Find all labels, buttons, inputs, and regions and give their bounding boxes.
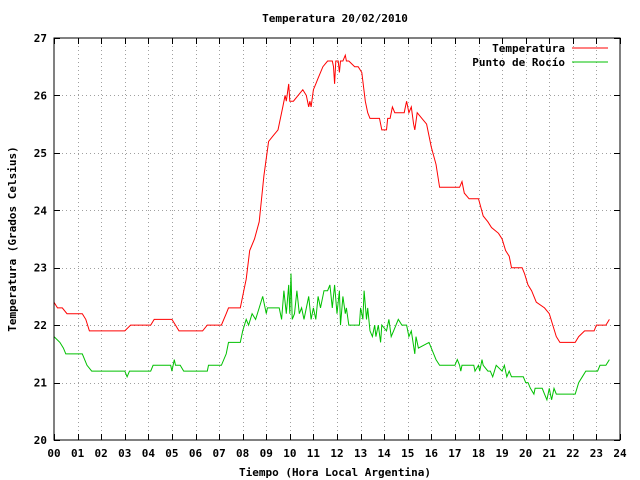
y-tick-labels: 20 21 22 23 24 25 26 27 [34,32,48,447]
x-axis-title: Tiempo (Hora Local Argentina) [239,466,431,479]
x-tick-label: 17 [448,447,461,460]
x-tick-label: 13 [354,447,367,460]
y-tick-label: 23 [34,262,47,275]
x-tick-label: 08 [236,447,249,460]
x-tick-label: 19 [495,447,508,460]
x-tick-label: 00 [47,447,60,460]
x-tick-label: 04 [142,447,156,460]
x-tick-label: 12 [330,447,343,460]
x-tick-label: 06 [189,447,203,460]
x-tick-label: 09 [260,447,273,460]
x-tick-label: 03 [118,447,131,460]
legend: Temperatura Punto de Rocío [472,42,608,69]
axis-ticks [54,38,621,441]
x-tick-label: 18 [472,447,485,460]
x-tick-label: 01 [71,447,85,460]
series-lines [53,53,610,402]
x-tick-label: 14 [378,447,392,460]
x-tick-label: 02 [95,447,108,460]
y-tick-label: 22 [34,319,47,332]
x-tick-label: 21 [543,447,557,460]
y-tick-label: 27 [34,32,47,45]
y-tick-label: 21 [34,377,48,390]
x-tick-label: 24 [613,447,627,460]
x-tick-label: 11 [307,447,321,460]
x-tick-label: 10 [283,447,296,460]
legend-label-punto-de-rocio: Punto de Rocío [472,56,565,69]
y-axis-title: Temperatura (Grados Celsius) [6,146,19,331]
x-tick-label: 23 [590,447,603,460]
y-tick-label: 24 [34,204,48,217]
series-line-1 [53,273,610,402]
x-tick-label: 07 [212,447,225,460]
x-tick-labels: 00 01 02 03 04 05 06 07 08 09 10 11 12 13 14 15 16 17 18 19… [47,447,627,460]
y-tick-label: 25 [34,147,47,160]
x-tick-label: 15 [401,447,414,460]
x-tick-label: 20 [519,447,532,460]
chart-title: Temperatura 20/02/2010 [262,12,408,25]
x-tick-label: 16 [425,447,439,460]
x-tick-label: 05 [165,447,178,460]
y-tick-label: 20 [34,434,47,447]
x-tick-label: 22 [566,447,579,460]
series-line-0 [53,53,610,343]
y-tick-label: 26 [34,89,48,102]
legend-label-temperatura: Temperatura [492,42,565,55]
